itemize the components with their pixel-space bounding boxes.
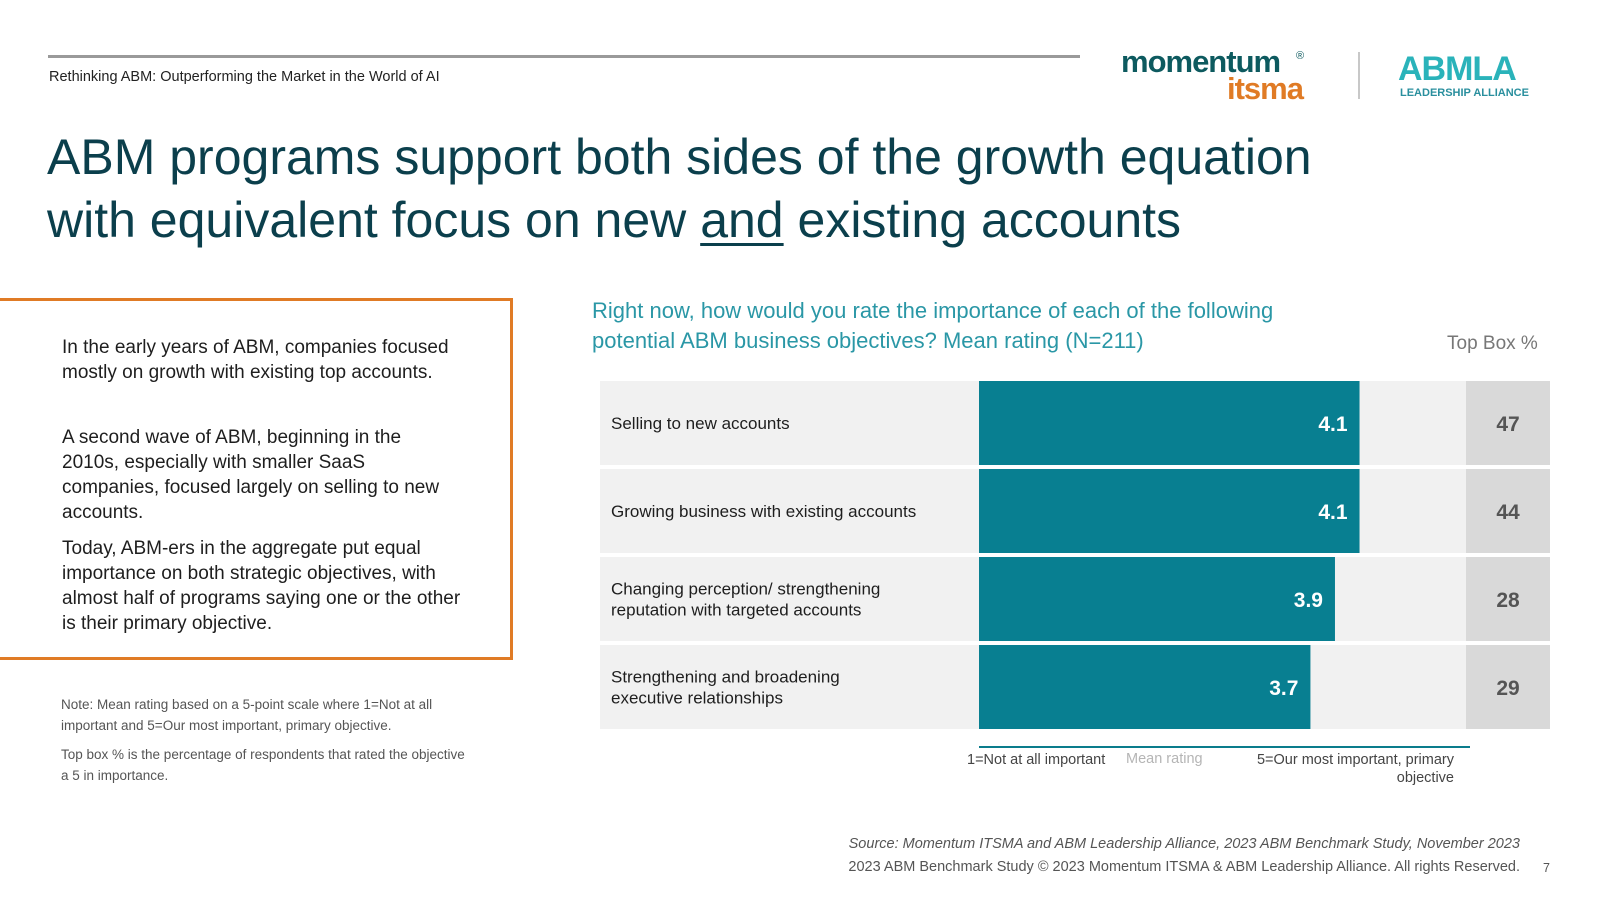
topbox-cell <box>1466 645 1550 729</box>
logo-divider <box>1358 52 1360 99</box>
category-label-line: Selling to new accounts <box>611 414 790 433</box>
category-label-line: executive relationships <box>611 689 783 708</box>
category-label-line: Growing business with existing accounts <box>611 502 916 521</box>
category-label: Changing perception/ strengthening reputa… <box>611 580 880 620</box>
abmla-logo: ABMLA LEADERSHIP ALLIANCE <box>1398 50 1548 106</box>
bar <box>979 557 1335 641</box>
header-subtitle: Rethinking ABM: Outperforming the Market… <box>49 69 440 85</box>
callout-paragraph-1: In the early years of ABM, companies foc… <box>62 337 449 383</box>
momentum-itsma-logo: momentum ® itsma <box>1115 42 1335 116</box>
logo-itsma-text: itsma <box>1227 71 1304 106</box>
axis-min-label: 1=Not at all important <box>967 752 1106 768</box>
bar-value-label: 4.1 <box>1318 413 1348 436</box>
chart-question: Right now, how would you rate the import… <box>592 298 1274 353</box>
callout-paragraph-2: A second wave of ABM, beginning in the 2… <box>62 427 440 523</box>
bar <box>979 381 1360 465</box>
axis-max-label: 5=Our most important, primary objective <box>1256 752 1454 786</box>
title-line1: ABM programs support both sides of the g… <box>47 129 1312 185</box>
title-line2-post: existing accounts <box>783 192 1182 248</box>
category-label-line: Changing perception/ strengthening <box>611 580 880 599</box>
topbox-cell <box>1466 469 1550 553</box>
logo-abmla-subtext: LEADERSHIP ALLIANCE <box>1400 87 1529 99</box>
header-rule <box>48 55 1080 58</box>
bar <box>979 645 1311 729</box>
bar <box>979 469 1360 553</box>
title-emphasis: and <box>700 192 784 248</box>
topbox-value: 47 <box>1496 413 1519 436</box>
logo-registered-mark: ® <box>1296 50 1305 62</box>
topbox-value: 29 <box>1496 677 1519 700</box>
title-line2-pre: with equivalent focus on new <box>47 192 701 248</box>
callout-paragraph-3: Today, ABM-ers in the aggregate put equa… <box>62 538 461 634</box>
bar-value-label: 4.1 <box>1318 501 1348 524</box>
note-top-box: Top box % is the percentage of responden… <box>61 747 465 783</box>
category-label-line: reputation with targeted accounts <box>611 601 861 620</box>
bar-value-label: 3.9 <box>1294 589 1323 612</box>
copyright-footer: 2023 ABM Benchmark Study © 2023 Momentum… <box>848 859 1520 875</box>
category-label: Selling to new accounts <box>611 414 790 433</box>
callout-box: In the early years of ABM, companies foc… <box>0 298 513 660</box>
topbox-cell <box>1466 557 1550 641</box>
page-number: 7 <box>1543 861 1550 875</box>
axis-title: Mean rating <box>1126 751 1203 767</box>
bar-value-label: 3.7 <box>1269 677 1298 700</box>
category-label: Growing business with existing accounts <box>611 502 916 521</box>
category-label-line: Strengthening and broadening <box>611 668 840 687</box>
topbox-value: 44 <box>1496 501 1520 524</box>
topbox-cell <box>1466 381 1550 465</box>
logo-momentum-text: momentum <box>1121 44 1281 79</box>
logo-abmla-text: ABMLA <box>1398 50 1517 88</box>
source-citation: Source: Momentum ITSMA and ABM Leadershi… <box>848 836 1520 852</box>
page-title: ABM programs support both sides of the g… <box>47 126 1527 252</box>
topbox-header: Top Box % <box>1447 333 1538 354</box>
topbox-value: 28 <box>1496 589 1520 612</box>
category-label: Strengthening and broadening executive re… <box>611 668 840 708</box>
note-mean-rating: Note: Mean rating based on a 5-point sca… <box>61 697 433 733</box>
